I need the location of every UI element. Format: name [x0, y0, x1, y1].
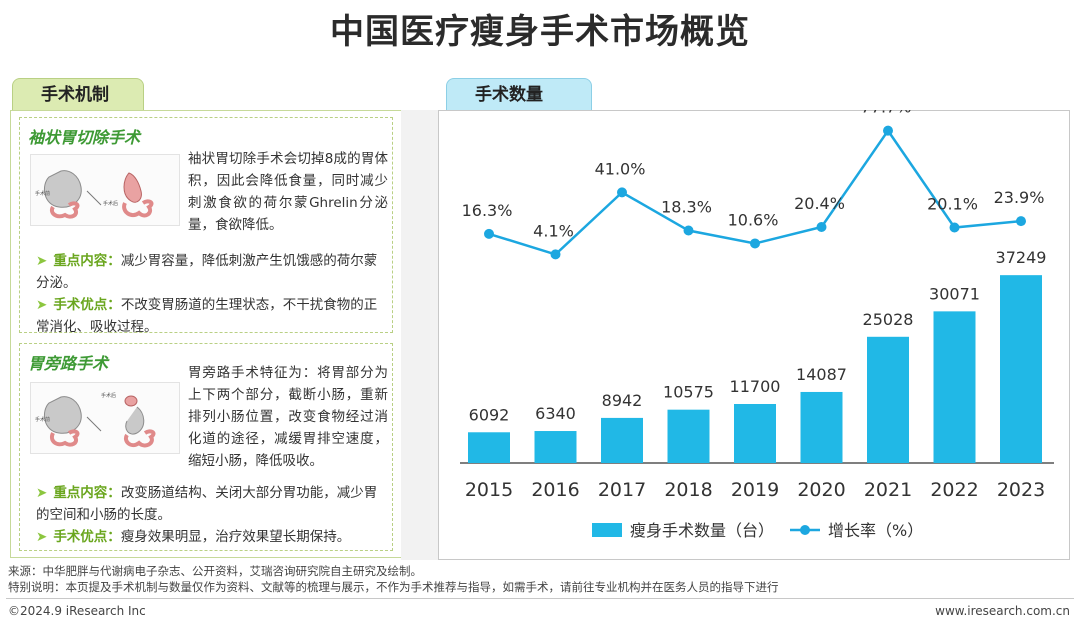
- procedure-card-sleeve: 袖状胃切除手术 手术前 手术后 袖状胃切除手术会切掉8成的胃体积，因此会降低食量…: [19, 117, 393, 335]
- growth-rate-labels: 16.3% 4.1% 41.0% 18.3% 10.6% 20.4% 77.7% 20.1% 2…: [462, 110, 1045, 240]
- key-point: ➤ 重点内容：减少胃容量，降低刺激产生饥饿感的荷尔蒙分泌。: [36, 250, 390, 294]
- advantage-text: 瘦身效果明显，治疗效果望长期保持。: [120, 529, 351, 545]
- key-point-label: 重点内容：: [53, 485, 121, 501]
- panel-connector: [401, 110, 438, 560]
- bar-label-2019: 11700: [730, 377, 781, 396]
- rate-point-2018: [683, 225, 694, 236]
- bar-label-2020: 14087: [796, 365, 847, 384]
- page-title: 中国医疗瘦身手术市场概览: [330, 12, 750, 52]
- rate-point-2019: [750, 238, 760, 249]
- arrow-right-icon: ➤: [36, 297, 48, 313]
- rate-label-2017: 41.0%: [595, 159, 646, 178]
- bar-label-2017: 8942: [602, 391, 643, 410]
- advantage-text: 不改变胃肠道的生理状态，不干扰食物的正常消化、吸收过程。: [36, 297, 378, 335]
- legend-line-label: 增长率（%）: [828, 521, 923, 540]
- procedure-title: 袖状胃切除手术: [28, 128, 141, 147]
- x-tick-labels: 2015 2016 2017 2018 2019 2020 2021 2022 2023: [465, 479, 1045, 501]
- advantage-point: ➤ 手术优点：不改变胃肠道的生理状态，不干扰食物的正常消化、吸收过程。: [36, 294, 390, 338]
- advantage-label: 手术优点：: [53, 297, 121, 313]
- diagram-label-before: 手术前: [35, 190, 50, 197]
- diagram-label-after: 手术后: [101, 392, 116, 399]
- rate-label-2016: 4.1%: [533, 221, 574, 240]
- bar-label-2021: 25028: [863, 310, 914, 329]
- surgery-count-chart: 6092 6340 8942 10575 11700 14087 25028 30071 372…: [460, 110, 1054, 540]
- rate-label-2018: 18.3%: [661, 198, 712, 217]
- legend-bar-swatch: [592, 523, 622, 537]
- x-tick-2022: 2022: [930, 479, 978, 501]
- key-point-text: 改变肠道结构、关闭大部分胃功能，减少胃的空间和小肠的长度。: [36, 485, 378, 523]
- rate-point-2017: [617, 187, 627, 198]
- rate-point-2023: [1016, 216, 1026, 227]
- procedure-card-bypass: 胃旁路手术 手术前 手术后 胃旁路手术特征为：将胃部分为上下两个部分，截断小肠，…: [19, 343, 393, 551]
- stomach-diagram: 手术前 手术后: [30, 154, 180, 226]
- bar-2022: [933, 311, 976, 463]
- rate-label-2020: 20.4%: [794, 194, 845, 213]
- source-note: 来源：中华肥胖与代谢病电子杂志、公开资料，艾瑞咨询研究院自主研究及绘制。: [8, 564, 422, 578]
- rate-point-2015: [484, 228, 494, 239]
- x-tick-2021: 2021: [864, 479, 912, 501]
- bar-2021: [867, 336, 909, 463]
- growth-rate-points: [484, 125, 1026, 260]
- bar-series: [468, 275, 1042, 463]
- procedure-description: 袖状胃切除手术会切掉8成的胃体积，因此会降低食量，同时减少刺激食欲的荷尔蒙Ghr…: [188, 151, 388, 233]
- bar-label-2015: 6092: [469, 405, 510, 424]
- rate-label-2022: 20.1%: [927, 194, 978, 213]
- x-tick-2017: 2017: [598, 479, 646, 501]
- gastric-bypass-diagram: 手术前 手术后: [35, 392, 156, 448]
- procedure-description: 胃旁路手术特征为：将胃部分为上下两个部分，截断小肠，重新排列小肠位置，改变食物经…: [188, 365, 388, 469]
- bar-label-2018: 10575: [663, 383, 714, 402]
- x-tick-2018: 2018: [664, 479, 712, 501]
- procedure-title: 胃旁路手术: [28, 354, 109, 373]
- x-tick-2015: 2015: [465, 479, 513, 501]
- mechanism-panel: 袖状胃切除手术 手术前 手术后 袖状胃切除手术会切掉8成的胃体积，因此会降低食量…: [10, 110, 402, 558]
- advantage-point: ➤ 手术优点：瘦身效果明显，治疗效果望长期保持。: [36, 526, 390, 548]
- legend-line-marker: [800, 525, 810, 535]
- key-point-label: 重点内容：: [53, 253, 121, 269]
- x-tick-2019: 2019: [731, 479, 779, 501]
- footer-divider: [6, 598, 1074, 599]
- arrow-right-icon: ➤: [36, 529, 48, 545]
- copyright: ©2024.9 iResearch Inc: [8, 604, 146, 618]
- rate-label-2019: 10.6%: [728, 210, 779, 229]
- diagram-label-after: 手术后: [103, 200, 118, 207]
- bar-2017: [601, 417, 643, 463]
- advantage-label: 手术优点：: [53, 529, 121, 545]
- bar-2019: [734, 403, 776, 463]
- stomach-diagram: 手术前 手术后: [30, 382, 180, 454]
- key-point: ➤ 重点内容：改变肠道结构、关闭大部分胃功能，减少胃的空间和小肠的长度。: [36, 482, 390, 526]
- disclaimer-note: 特别说明：本页提及手术机制与数量仅作为资料、文献等的梳理与展示，不作为手术推荐与…: [8, 580, 779, 594]
- bar-2016: [534, 431, 577, 463]
- bar-2023: [1000, 275, 1042, 463]
- legend: 瘦身手术数量（台） 增长率（%）: [592, 521, 923, 540]
- key-point-text: 减少胃容量，降低刺激产生饥饿感的荷尔蒙分泌。: [36, 253, 378, 291]
- bar-label-2022: 30071: [929, 284, 980, 303]
- x-tick-2023: 2023: [997, 479, 1045, 501]
- arrow-right-icon: ➤: [36, 253, 48, 269]
- chart-panel: [438, 110, 1070, 560]
- rate-label-2021: 77.7%: [861, 110, 912, 117]
- rate-point-2020: [816, 221, 827, 232]
- arrow-right-icon: ➤: [36, 485, 48, 501]
- legend-bar-label: 瘦身手术数量（台）: [630, 521, 774, 540]
- bar-label-2023: 37249: [996, 248, 1047, 267]
- rate-point-2021: [883, 125, 893, 136]
- bar-label-2016: 6340: [535, 404, 576, 423]
- rate-point-2016: [550, 249, 561, 260]
- x-tick-2020: 2020: [797, 479, 845, 501]
- bar-2015: [468, 432, 510, 463]
- tab-mechanism: 手术机制: [12, 78, 144, 110]
- diagram-label-before: 手术前: [35, 416, 50, 423]
- rate-label-2015: 16.3%: [462, 201, 513, 220]
- x-tick-2016: 2016: [531, 479, 579, 501]
- website-url: www.iresearch.com.cn: [935, 604, 1070, 618]
- sleeve-gastrectomy-diagram: 手术前 手术后: [35, 170, 154, 219]
- bar-2018: [667, 409, 710, 463]
- tab-surgery-count: 手术数量: [446, 78, 592, 110]
- rate-point-2022: [949, 222, 960, 233]
- bar-2020: [800, 391, 843, 463]
- rate-label-2023: 23.9%: [994, 188, 1045, 207]
- bar-value-labels: 6092 6340 8942 10575 11700 14087 25028 30071 372…: [469, 248, 1047, 424]
